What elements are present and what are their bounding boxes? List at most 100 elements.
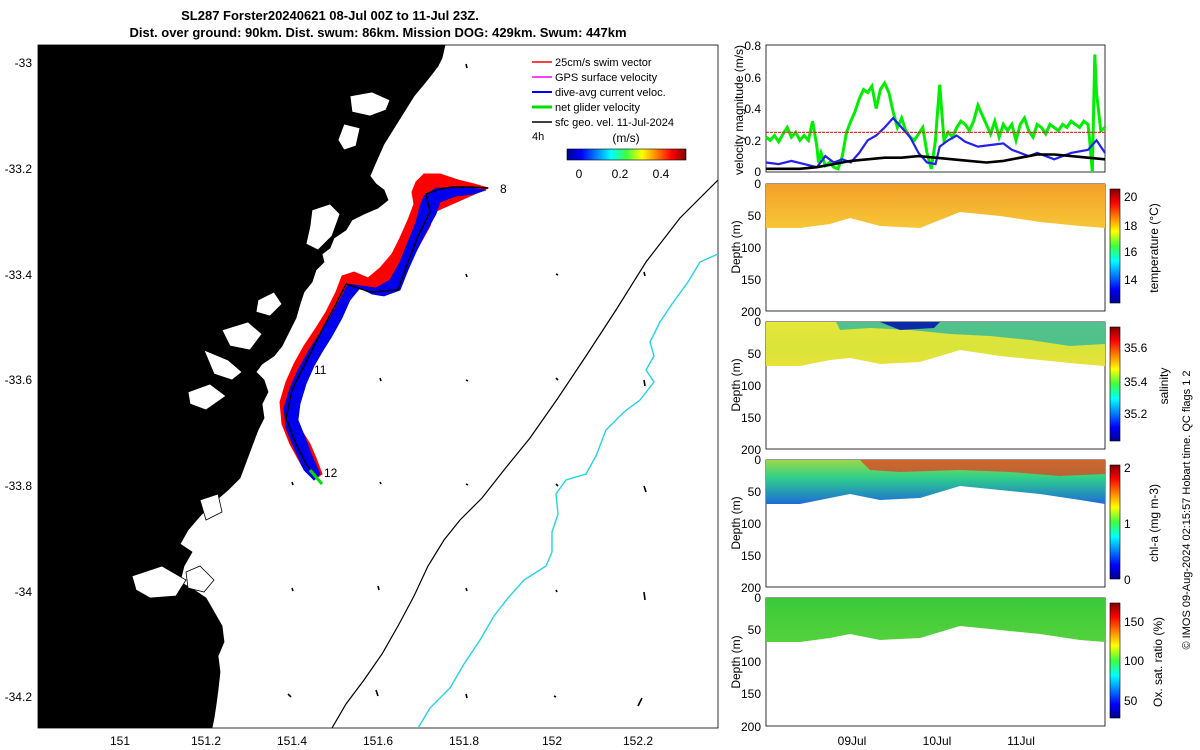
- salinity-ctick: 35.6: [1124, 341, 1148, 355]
- chlorophyll-surface-max: [860, 460, 1105, 476]
- temperature-panel: 20 18 16 14 temperature (°C) Depth (m) 0…: [729, 177, 1161, 319]
- oxygen-clabel: Ox. sat. ratio (%): [1151, 617, 1165, 707]
- legend-label: dive-avg current veloc.: [555, 87, 666, 99]
- oxygen-colorbar: [1109, 602, 1121, 719]
- map-xtick: 151: [110, 734, 130, 748]
- map-ytick: -34: [15, 585, 33, 599]
- temperature-ctick: 16: [1124, 245, 1138, 259]
- salinity-colorbar: [1109, 326, 1121, 442]
- map-ytick: -33.6: [5, 373, 33, 387]
- net-velocity-segment: [308, 469, 324, 485]
- legend-label: sfc geo. vel. 11-Jul-2024: [555, 117, 674, 129]
- map-ytick: -33.8: [5, 479, 33, 493]
- isobath-1000: [417, 253, 718, 728]
- time-xtick: 09Jul: [838, 734, 867, 748]
- temperature-clabel: temperature (°C): [1147, 203, 1161, 293]
- hour-label: 4h: [532, 131, 544, 143]
- temperature-colorbar: [1109, 188, 1121, 304]
- velocity-ylabel: velocity magnitude (m/s): [732, 45, 746, 175]
- depth-tick: 50: [748, 485, 762, 499]
- velocity-ytick: 0.4: [744, 102, 761, 116]
- velocity-ytick: 0.6: [744, 71, 761, 85]
- glider-path: [285, 186, 489, 481]
- salinity-ctick: 35.2: [1124, 407, 1148, 421]
- chlorophyll-colorbar: [1109, 464, 1121, 580]
- map-xticks: 151 151.2 151.4 151.6 151.8 152 152.2: [110, 734, 653, 748]
- legend-label: 25cm/s swim vector: [555, 57, 652, 69]
- temperature-section: [766, 184, 1105, 228]
- velocity-series: [765, 54, 1106, 173]
- map-panel: 8 11 12 151 151.2 151.4 151.6 151.8 152 …: [5, 44, 719, 748]
- depth-tick: 200: [741, 581, 761, 595]
- chlorophyll-ctick: 1: [1124, 517, 1131, 531]
- depth-tick: 0: [754, 453, 761, 467]
- depth-tick: 50: [748, 347, 762, 361]
- oxygen-ctick: 50: [1124, 694, 1138, 708]
- oxygen-ctick: 150: [1124, 615, 1144, 629]
- velocity-series-line-0: [765, 54, 1106, 173]
- map-ytick: -33: [15, 56, 33, 70]
- velocity-panel: 0.8 0.6 0.4 0.2 0 velocity magnitude (m/…: [732, 39, 1106, 179]
- depth-tick: 100: [741, 655, 761, 669]
- depth-tick: 150: [741, 411, 761, 425]
- depth-tick: 200: [741, 720, 761, 734]
- depth-tick: 50: [748, 623, 762, 637]
- depth-tick: 100: [741, 517, 761, 531]
- oxygen-panel: 150 100 50 Ox. sat. ratio (%) Depth (m) …: [729, 591, 1165, 748]
- map-xtick: 151.8: [449, 734, 479, 748]
- colorbar-tick: 0.4: [653, 167, 670, 181]
- salinity-clabel: salinity: [1157, 368, 1171, 405]
- time-xtick: 11Jul: [1007, 734, 1035, 748]
- isobath-200: [331, 179, 718, 728]
- glider-track: 8 11 12: [279, 173, 507, 485]
- depth-tick: 150: [741, 687, 761, 701]
- salinity-panel: 35.6 35.4 35.2 salinity Depth (m) 0 50 1…: [729, 315, 1171, 457]
- map-ytick: -34.2: [5, 690, 33, 704]
- estuaries: [131, 91, 391, 599]
- credit-text: © IMOS 09-Aug-2024 02:15:57 Hobart time.…: [1181, 371, 1193, 650]
- oxygen-section: [766, 598, 1105, 642]
- chlorophyll-ylabel: Depth (m): [729, 496, 743, 549]
- map-ytick: -33.2: [5, 162, 33, 176]
- oxygen-ctick: 100: [1124, 654, 1144, 668]
- day-label-8: 8: [500, 182, 507, 196]
- oxygen-ylabel: Depth (m): [729, 635, 743, 688]
- map-xtick: 151.6: [363, 734, 393, 748]
- depth-tick: 200: [741, 305, 761, 319]
- map-legend: 25cm/s swim vector GPS surface velocity …: [532, 57, 687, 181]
- depth-tick: 50: [748, 209, 762, 223]
- chlorophyll-ctick: 0: [1124, 573, 1131, 587]
- temperature-ctick: 18: [1124, 219, 1138, 233]
- chlorophyll-panel: 2 1 0 chl-a (mg m-3) Depth (m) 0 50 100 …: [729, 453, 1161, 595]
- map-yticks: -33 -33.2 -33.4 -33.6 -33.8 -34 -34.2: [5, 56, 33, 704]
- colorbar-tick: 0: [576, 167, 583, 181]
- map-colorbar: [566, 148, 687, 161]
- legend-label: net glider velocity: [555, 102, 640, 114]
- depth-tick: 0: [754, 177, 761, 191]
- map-xtick: 151.2: [191, 734, 221, 748]
- salinity-low-core: [880, 322, 940, 330]
- colorbar-tick: 0.2: [612, 167, 629, 181]
- title-line-2: Dist. over ground: 90km. Dist. swum: 86k…: [129, 25, 626, 40]
- geo-velocity-arrows: [203, 63, 647, 707]
- depth-tick: 0: [754, 315, 761, 329]
- title-line-1: SL287 Forster20240621 08-Jul 00Z to 11-J…: [181, 8, 479, 23]
- depth-tick: 0: [754, 591, 761, 605]
- velocity-series-line-2: [766, 153, 1106, 171]
- temperature-ctick: 14: [1124, 273, 1138, 287]
- map-land: [38, 45, 446, 728]
- depth-tick: 150: [741, 549, 761, 563]
- map-ytick: -33.4: [5, 268, 33, 282]
- velocity-ytick: 0.8: [744, 39, 761, 53]
- map-xtick: 151.4: [277, 734, 307, 748]
- map-xtick: 152: [542, 734, 562, 748]
- chlorophyll-ctick: 2: [1124, 461, 1131, 475]
- temperature-ylabel: Depth (m): [729, 220, 743, 273]
- day-label-11: 11: [314, 363, 327, 377]
- time-xtick: 10Jul: [923, 734, 952, 748]
- velocity-axes-frame: [765, 44, 1106, 173]
- map-xtick: 152.2: [623, 734, 653, 748]
- depth-tick: 200: [741, 443, 761, 457]
